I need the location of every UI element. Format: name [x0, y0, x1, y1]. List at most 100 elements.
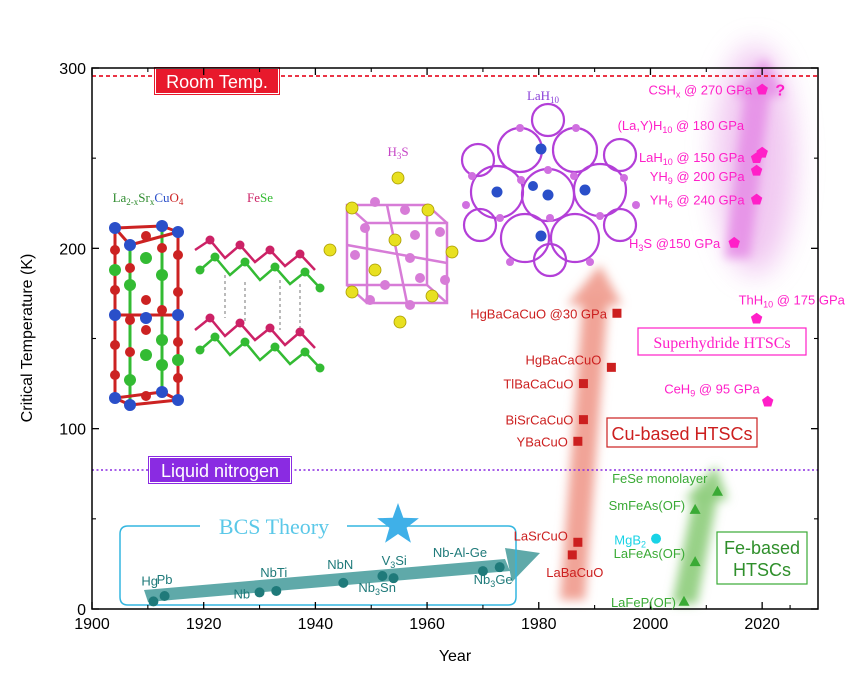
- data-point-smfeas-of: [689, 503, 701, 514]
- h3s-structure-illustration: [323, 171, 459, 329]
- data-label: TlBaCaCuO: [503, 377, 573, 392]
- y-tick-label: 200: [59, 241, 86, 258]
- data-label: LaH10 @ 150 GPa: [639, 150, 745, 167]
- liquid-nitrogen-text: Liquid nitrogen: [161, 461, 279, 481]
- h3s-label: H3S: [387, 144, 408, 161]
- lah10-label: LaH10: [527, 88, 560, 105]
- data-point-bisrcacuo: [578, 415, 588, 425]
- data-label: CSHx @ 270 GPa: [648, 83, 752, 100]
- data-label: YH9 @ 200 GPa: [650, 169, 746, 186]
- data-label: V3Si: [382, 553, 407, 570]
- data-point-lasrcuo: [573, 537, 583, 547]
- data-point-yh9-200-gpa: [750, 164, 763, 176]
- room-temperature-label: Room Temp.: [154, 67, 280, 95]
- fe-htsc-label-line1: Fe-based: [724, 538, 800, 558]
- data-point-nb3ge: [494, 562, 505, 573]
- data-point-nbti: [271, 585, 282, 596]
- data-label: YH6 @ 240 GPa: [650, 193, 746, 210]
- fe-htsc-label-line2: HTSCs: [733, 560, 791, 580]
- axes: 1900 1920 1940 1960 1980 2000 2020 0 100 200 300: [59, 61, 818, 633]
- data-point-cshx-270-gpa: [756, 83, 768, 95]
- cu-htsc-label: Cu-based HTSCs: [611, 424, 752, 444]
- y-tick-label: 300: [59, 61, 86, 78]
- bcs-trend-arrow: [144, 548, 540, 602]
- data-point-nb3sn: [377, 570, 388, 581]
- data-marks: [148, 83, 774, 607]
- fese-label: FeSe: [247, 190, 273, 205]
- superhydride-trend-arrow: [725, 58, 785, 258]
- bcs-star-icon: [377, 503, 419, 543]
- data-label: Hg: [141, 573, 158, 588]
- y-tick-label: 0: [77, 602, 86, 619]
- fese-structure-illustration: [194, 235, 325, 373]
- data-point-yh6-240-gpa: [750, 193, 763, 205]
- bcs-theory-label: BCS Theory: [219, 514, 329, 539]
- x-tick-label: 1940: [298, 616, 334, 633]
- y-tick-label: 100: [59, 422, 86, 439]
- data-point-v3si: [388, 573, 399, 584]
- data-label: Nb3Sn: [358, 580, 396, 597]
- data-label: H3S @150 GPa: [629, 236, 721, 253]
- liquid-nitrogen-label: Liquid nitrogen: [148, 456, 292, 484]
- room-temperature-text: Room Temp.: [166, 72, 268, 92]
- data-point-nb-al-ge: [477, 566, 488, 577]
- data-label: NbN: [327, 557, 353, 572]
- data-label: BiSrCaCuO: [506, 413, 574, 428]
- crystal-structures: La2-xSrxCuO4 FeSe: [109, 88, 640, 411]
- y-axis-title: Critical Temperature (K): [19, 254, 36, 423]
- data-point-hgbacacuo: [606, 362, 616, 372]
- data-label: FeSe monolayer: [612, 471, 708, 486]
- data-point-la-y-h10-180-gpa: [756, 146, 768, 158]
- x-tick-label: 1980: [521, 616, 557, 633]
- data-point-lafeas-of: [689, 556, 701, 567]
- x-tick-label: 2020: [744, 616, 780, 633]
- unknown-question-mark: ?: [775, 83, 785, 100]
- bcs-theory-box: BCS Theory: [119, 503, 517, 606]
- data-point-mgb2: [651, 533, 662, 544]
- data-label: NbTi: [260, 565, 287, 580]
- data-point-labacuo: [567, 550, 577, 560]
- data-label: (La,Y)H10 @ 180 GPa: [618, 118, 745, 135]
- superhydride-htsc-label: Superhydride HTSCs: [653, 335, 790, 352]
- data-label: LaFeAs(OF): [614, 546, 686, 561]
- data-label: CeH9 @ 95 GPa: [664, 382, 760, 399]
- data-label: YBaCuO: [517, 434, 568, 449]
- x-axis-title: Year: [439, 648, 472, 665]
- data-label: Pb: [157, 572, 173, 587]
- data-point-hg: [148, 596, 159, 607]
- fe-htsc-box: Fe-based HTSCs: [716, 531, 808, 585]
- lah10-structure-illustration: [460, 102, 640, 278]
- data-label: MgB2: [614, 533, 646, 550]
- data-point-lafep-of: [678, 595, 690, 606]
- data-label: LaBaCuO: [546, 565, 603, 580]
- data-point-nbn: [338, 577, 349, 588]
- data-label: LaFeP(OF): [611, 595, 676, 610]
- superhydride-htsc-box: Superhydride HTSCs: [637, 327, 807, 356]
- x-tick-label: 1960: [409, 616, 445, 633]
- x-tick-label: 1920: [186, 616, 222, 633]
- data-label: Nb3Ge: [474, 572, 513, 589]
- data-point-nb: [254, 587, 265, 598]
- data-point-tlbacacuo: [578, 379, 588, 389]
- data-label: Nb-Al-Ge: [433, 545, 487, 560]
- la2cuo4-label: La2-xSrxCuO4: [113, 190, 184, 207]
- x-tick-label: 2000: [633, 616, 669, 633]
- cu-trend-arrow: [560, 265, 622, 600]
- trend-arrows: [144, 58, 785, 604]
- data-point-thh10-175-gpa: [750, 312, 763, 324]
- cu-htsc-box: Cu-based HTSCs: [606, 417, 758, 448]
- data-label: HgBaCaCuO: [525, 352, 601, 367]
- data-point-ceh9-95-gpa: [762, 395, 774, 407]
- data-point-fese-monolayer: [711, 485, 723, 496]
- data-label: LaSrCuO: [514, 528, 568, 543]
- x-tick-label: 1900: [74, 616, 110, 633]
- la2cuo4-structure-illustration: [109, 220, 184, 411]
- data-point-h3s-150-gpa: [728, 236, 740, 248]
- data-point-ybacuo: [573, 436, 583, 446]
- data-label: SmFeAs(OF): [609, 498, 686, 513]
- data-point-hgbacacuo-30-gpa: [612, 308, 622, 318]
- data-label: Nb: [234, 586, 251, 601]
